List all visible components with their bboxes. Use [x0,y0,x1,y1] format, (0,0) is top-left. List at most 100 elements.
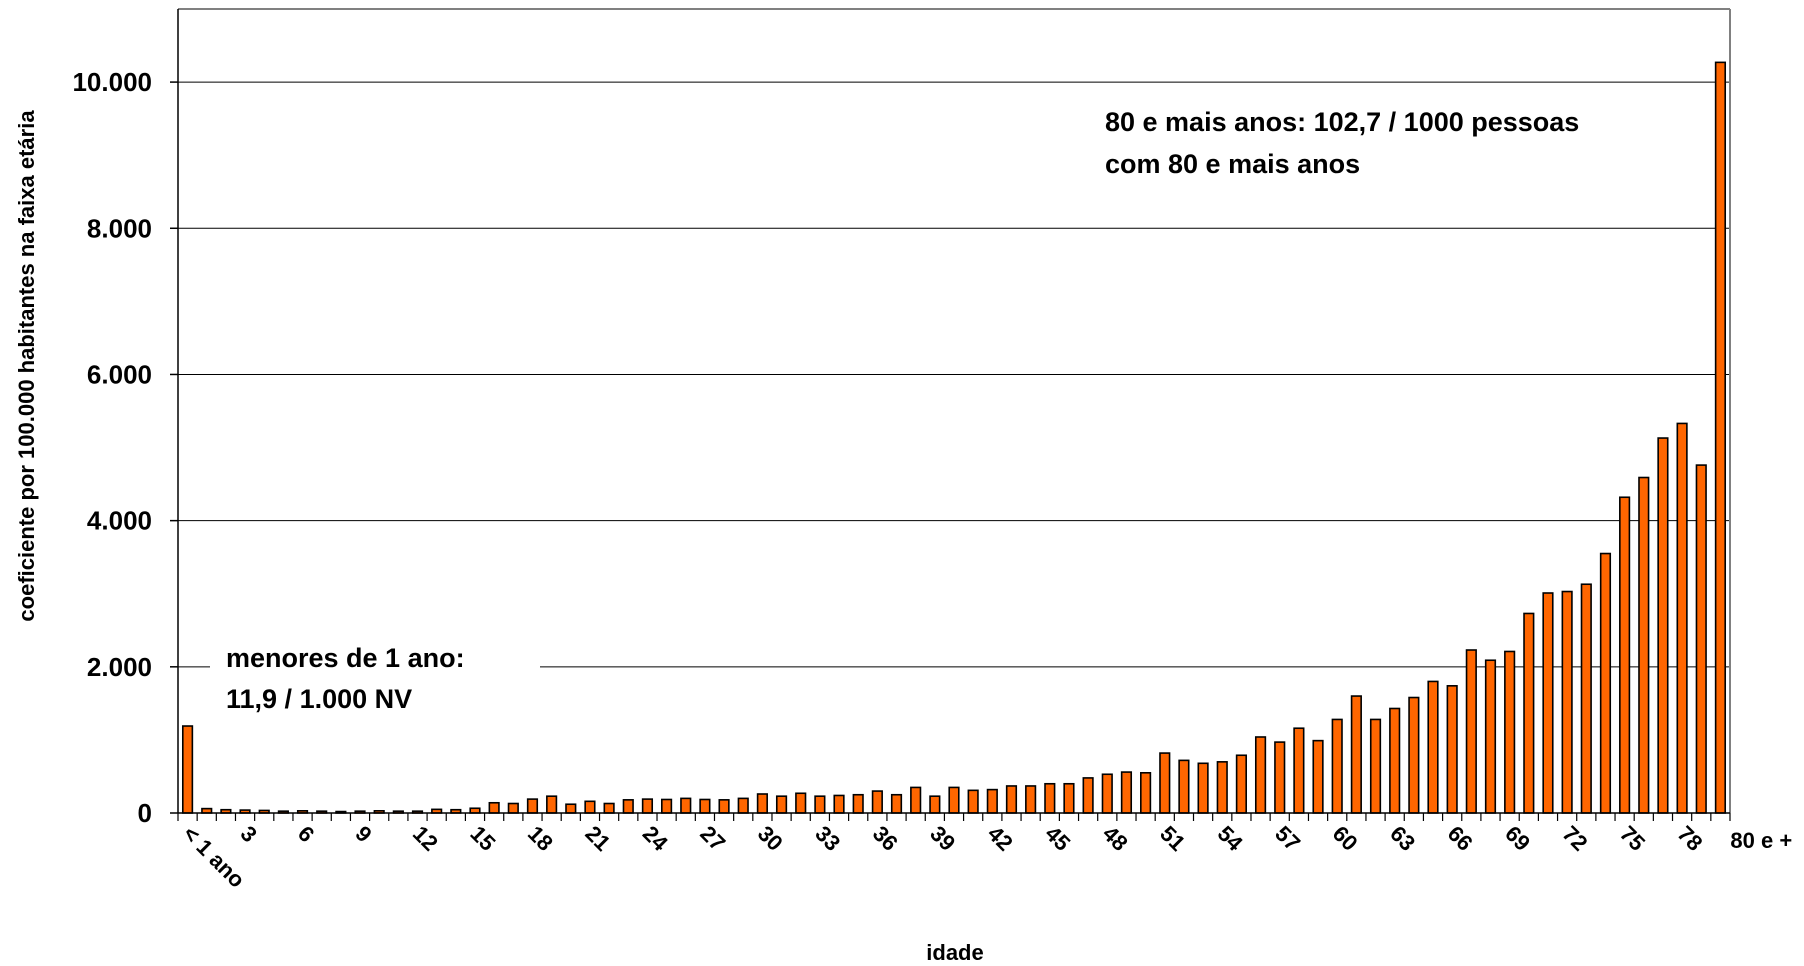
bar [1101,773,1113,814]
bar [1561,590,1573,814]
bar [1580,583,1592,814]
x-tick-label: 21 [580,821,615,856]
bar [852,793,864,814]
bar [1082,777,1094,814]
x-tick-label: 3 [236,821,262,847]
bar [1274,741,1286,814]
bar [986,788,998,814]
x-tick-label: 9 [350,821,376,847]
bar [565,803,577,814]
bar [967,789,979,814]
x-tick-label: 80 e + [1730,828,1792,853]
x-tick-label: 24 [638,821,674,857]
y-tick-label: 8.000 [87,213,152,243]
x-tick-label: 45 [1040,821,1075,856]
x-tick-label: 75 [1615,821,1650,856]
y-tick-label: 10.000 [72,67,152,97]
x-tick-label: 78 [1673,821,1708,856]
bar [680,797,692,814]
x-tick-label: 18 [523,821,558,856]
bar [1063,782,1075,814]
bar [699,798,711,814]
bar [546,795,558,814]
bar [1197,762,1209,814]
y-tick-label: 6.000 [87,359,152,389]
bar [181,725,194,814]
y-tick-label: 4.000 [87,506,152,536]
annotation-line: com 80 e mais anos [1105,149,1360,179]
y-tick-label: 2.000 [87,652,152,682]
bar [833,794,845,814]
bar [1484,659,1497,814]
bar [1159,752,1171,814]
axes [170,8,1731,821]
y-axis-title: coeficiente por 100.000 habitantes na fa… [14,110,39,622]
x-tick-label: 15 [465,821,500,856]
bar [1293,727,1305,814]
x-tick-label: 36 [868,821,903,856]
bar [1427,680,1439,814]
bar [1542,592,1554,814]
bar [718,799,730,814]
bar [871,790,883,814]
x-tick-label: 33 [810,821,845,856]
bar [1216,761,1228,814]
bar [1638,476,1650,814]
bar [1389,707,1401,814]
bar [1235,754,1247,814]
bar [1025,785,1037,814]
grid-lines [178,81,1730,668]
bar [1408,696,1420,814]
bar [1504,650,1516,814]
bar [775,795,788,814]
bar [641,798,654,814]
x-tick-label: 48 [1098,821,1133,856]
bar [737,797,749,814]
bar [1350,695,1362,814]
bar [1657,437,1669,814]
bar [948,786,960,814]
bar [1369,718,1382,814]
x-tick-label: 42 [983,821,1018,856]
annotation-line: menores de 1 ano: [226,643,465,673]
x-tick-label: 66 [1443,821,1478,856]
bar [814,795,826,814]
annotation-line: 11,9 / 1.000 NV [226,684,412,714]
bar [1676,422,1688,814]
x-tick-label: 60 [1328,821,1363,856]
x-tick-label: 6 [293,821,319,847]
x-tick-label: 57 [1270,821,1305,856]
bar [1619,496,1631,814]
bar [756,793,768,814]
bar [584,800,596,814]
x-tick-label: 72 [1558,821,1593,856]
x-tick-label: 63 [1385,821,1420,856]
bar [1446,685,1458,814]
bar [488,801,500,814]
x-tick-label: 69 [1500,821,1535,856]
bar [1044,782,1056,814]
x-tick-label: 39 [925,821,960,856]
bar [526,798,539,814]
x-tick-label: 27 [695,821,730,856]
bar [660,798,673,814]
annotation-under1: menores de 1 ano: 11,9 / 1.000 NV [226,643,465,714]
x-tick-label: 30 [753,821,788,856]
bar [1312,739,1324,814]
bar [1254,736,1267,814]
annotation-box-under1 [210,640,540,725]
bar [603,802,615,814]
bar [1599,552,1612,814]
bar [1523,612,1535,814]
bar [1005,785,1018,814]
bar [929,795,941,814]
bar [1178,759,1190,814]
x-tick-label: 12 [408,821,443,856]
annotation-line: 80 e mais anos: 102,7 / 1000 pessoas [1105,107,1579,137]
annotation-80plus: 80 e mais anos: 102,7 / 1000 pessoas com … [1105,107,1579,179]
bar [1140,771,1152,814]
bar [507,802,519,814]
bar [1695,464,1707,814]
bar [1714,61,1727,814]
